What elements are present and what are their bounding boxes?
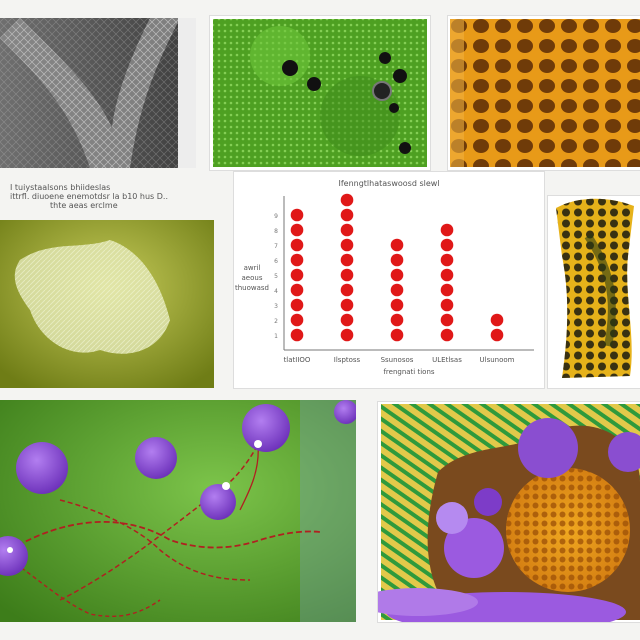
- chart-dot-3-5: [390, 268, 404, 282]
- purple-flower-illustration: [378, 404, 640, 622]
- chart-dot-2-8: [340, 223, 354, 237]
- chart-dot-1-7: [290, 238, 304, 252]
- chart-dot-1-9: [290, 208, 304, 222]
- chart-dot-2-6: [340, 253, 354, 267]
- chart-dot-2-3: [340, 298, 354, 312]
- chart-dot-4-4: [440, 283, 454, 297]
- chart-dot-2-4: [340, 283, 354, 297]
- chart-dot-1-4: [290, 283, 304, 297]
- chart-dot-4-5: [440, 268, 454, 282]
- chart-dot-3-6: [390, 253, 404, 267]
- chart-dot-3-2: [390, 313, 404, 327]
- chart-y-tick-label: 1: [274, 333, 278, 340]
- chart-dot-4-3: [440, 298, 454, 312]
- chart-dot-3-4: [390, 283, 404, 297]
- chart-x-tick-label: Ulsunoom: [480, 356, 515, 364]
- chart-x-tick-label: Ssunosos: [381, 356, 414, 364]
- grey-tissue-illustration: [0, 18, 196, 168]
- chart-dot-2-1: [340, 328, 354, 342]
- chart-dot-2-9: [340, 208, 354, 222]
- chart-y-tick-label: 9: [274, 213, 278, 220]
- chart-dot-4-8: [440, 223, 454, 237]
- chart-xlabel: frengnati tions: [383, 368, 434, 376]
- chart-dot-5-1: [490, 328, 504, 342]
- chart-dot-1-8: [290, 223, 304, 237]
- chart-y-tick-label: 4: [274, 288, 278, 295]
- microscopy-panel-purple-flower: [378, 402, 640, 622]
- chart-ylabel-line-2: aeous: [242, 274, 263, 282]
- chart-dot-4-2: [440, 313, 454, 327]
- microscopy-panel-green-tissue: [210, 16, 430, 170]
- chart-dot-1-5: [290, 268, 304, 282]
- microscopy-panel-purple-spheres: [0, 400, 356, 622]
- green-tissue-illustration: [213, 19, 427, 167]
- chart-dot-3-1: [390, 328, 404, 342]
- figure-caption-line-1: I tuiystaalsons bhiideslas: [10, 183, 111, 192]
- chart-dot-2-2: [340, 313, 354, 327]
- chart-dot-2-10: [340, 193, 354, 207]
- figure-caption-line-3: thte aeas erclme: [50, 201, 118, 210]
- orange-mesh-illustration: [450, 19, 640, 167]
- chart-dot-1-1: [290, 328, 304, 342]
- figure-caption: I tuiystaalsons bhiideslas ittrfl. diuoe…: [10, 183, 200, 210]
- chart-panel: Ifenngtlhataswoosd slewl awril aeous thu…: [234, 172, 544, 388]
- chart-x-tick-label: tlatIIOO: [284, 356, 311, 364]
- chart-x-tick-label: Ilsptoss: [334, 356, 361, 364]
- yellow-green-blob-illustration: [0, 220, 214, 388]
- chart-dot-3-7: [390, 238, 404, 252]
- chart-title: Ifenngtlhataswoosd slewl: [338, 179, 439, 188]
- microscopy-panel-honeycomb-structure: [548, 196, 640, 388]
- microscopy-panel-yellow-green-blob: [0, 220, 214, 388]
- chart-dot-4-6: [440, 253, 454, 267]
- microscopy-panel-grey-tissue: [0, 18, 196, 168]
- chart-ylabel-line-3: thuowasd: [235, 284, 269, 292]
- chart-dot-3-3: [390, 298, 404, 312]
- chart-y-tick-label: 3: [274, 303, 278, 310]
- chart-dot-2-7: [340, 238, 354, 252]
- chart-y-tick-label: 7: [274, 243, 278, 250]
- chart-dot-2-5: [340, 268, 354, 282]
- chart-dot-4-7: [440, 238, 454, 252]
- chart-dot-4-1: [440, 328, 454, 342]
- figure-caption-line-2: ittrfl. diuoene enemotdsr la b10 hus D..: [10, 192, 169, 201]
- microscopy-panel-orange-mesh: [448, 16, 640, 170]
- purple-spheres-illustration: [0, 400, 356, 622]
- chart-x-tick-label: ULEtlsas: [432, 356, 462, 364]
- chart-dot-1-6: [290, 253, 304, 267]
- chart-y-tick-label: 2: [274, 318, 278, 325]
- chart-y-tick-label: 6: [274, 258, 278, 265]
- chart-dot-1-3: [290, 298, 304, 312]
- chart-ylabel-line-1: awril: [244, 264, 261, 272]
- honeycomb-illustration: [548, 196, 640, 388]
- chart-y-tick-label: 8: [274, 228, 278, 235]
- chart-dot-1-2: [290, 313, 304, 327]
- chart-dot-5-2: [490, 313, 504, 327]
- chart-y-tick-label: 5: [274, 273, 278, 280]
- dot-chart: Ifenngtlhataswoosd slewl awril aeous thu…: [235, 179, 534, 376]
